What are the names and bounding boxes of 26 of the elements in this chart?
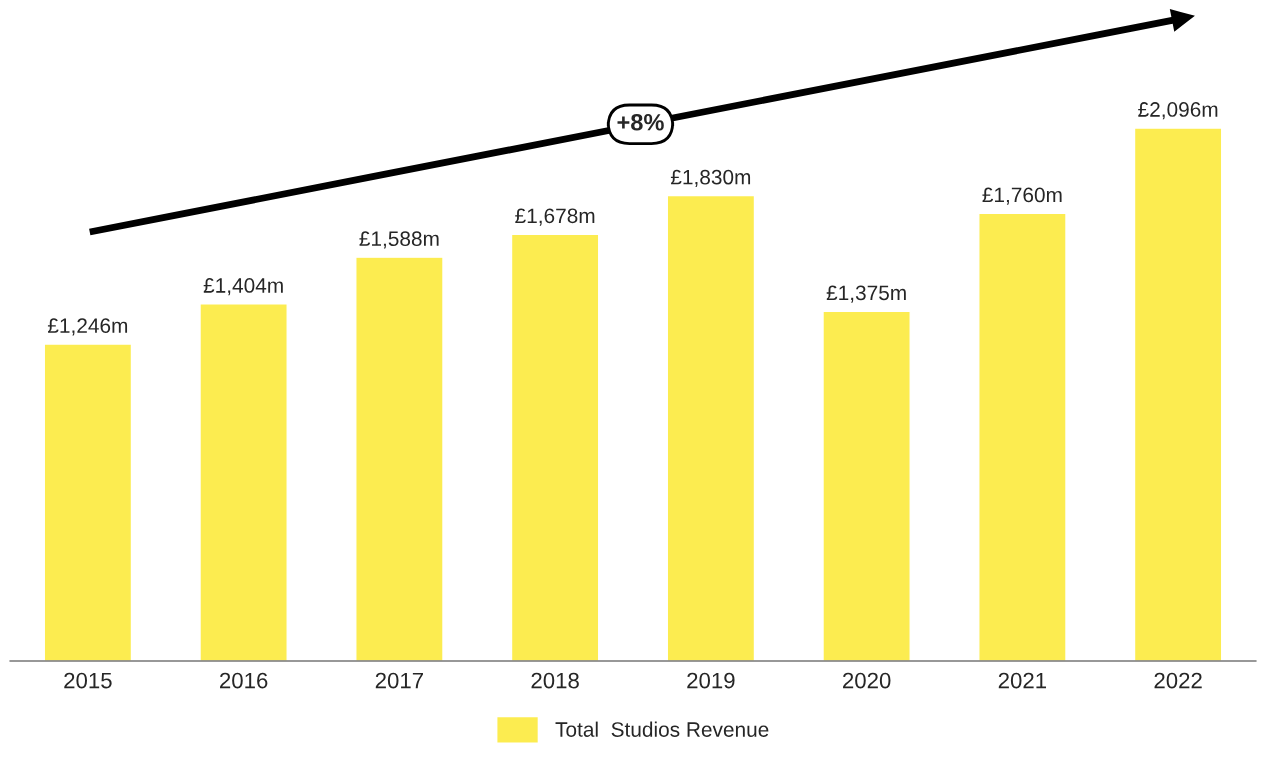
x-tick-label: 2017 — [375, 672, 423, 689]
bar — [1133, 127, 1223, 661]
x-tick-label: 2015 — [64, 672, 112, 689]
x-tick-label: 2016 — [220, 672, 268, 689]
x-tick-label: 2019 — [687, 672, 735, 689]
x-tick-label: 2021 — [998, 672, 1047, 689]
x-tick-label: 2022 — [1154, 672, 1202, 689]
data-label: £2,096m — [1138, 102, 1218, 120]
bar — [822, 310, 911, 661]
data-label: £1,830m — [670, 169, 751, 187]
bar — [43, 343, 133, 661]
data-label: £1,760m — [982, 187, 1062, 205]
annotation: +8% — [617, 113, 664, 131]
data-label: £1,246m — [47, 318, 128, 336]
legend-label: Total Studios Revenue — [555, 721, 769, 737]
bar — [666, 194, 756, 661]
x-tick-label: 2018 — [531, 672, 579, 689]
x-tick-label: 2020 — [843, 672, 891, 689]
bar — [199, 303, 288, 661]
data-label: £1,404m — [203, 278, 283, 296]
bar — [355, 256, 444, 661]
data-label: £1,375m — [826, 285, 906, 303]
bar — [978, 212, 1067, 661]
bar — [510, 233, 600, 661]
data-label: £1,678m — [515, 208, 595, 226]
data-label: £1,588m — [359, 231, 439, 249]
